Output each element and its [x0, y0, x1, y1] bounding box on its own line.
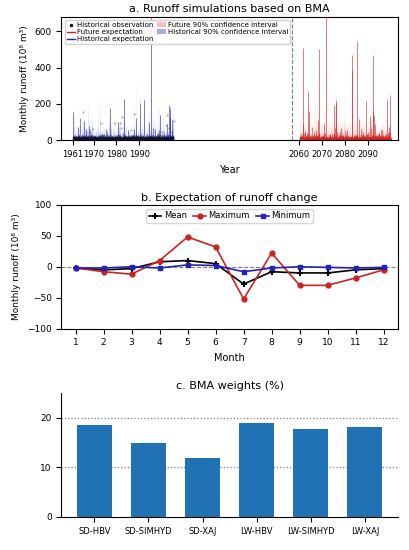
- Minimum: [380, 264, 385, 271]
- Maximum: [352, 274, 357, 281]
- Maximum: [297, 282, 301, 289]
- Minimum: [268, 265, 273, 271]
- Maximum: [157, 257, 162, 264]
- Minimum: [129, 263, 134, 270]
- Mean: [213, 260, 218, 267]
- Minimum: [157, 265, 162, 271]
- Minimum: [213, 262, 218, 269]
- Minimum: [297, 263, 301, 270]
- Maximum: [380, 267, 385, 273]
- Maximum: [101, 268, 106, 275]
- Title: b. Expectation of runoff change: b. Expectation of runoff change: [141, 192, 317, 202]
- Bar: [346, 427, 382, 517]
- Mean: [73, 265, 78, 271]
- Mean: [101, 267, 106, 273]
- Line: Minimum: Minimum: [73, 262, 385, 274]
- Mean: [380, 265, 385, 272]
- Minimum: [101, 265, 106, 271]
- Bar: [238, 423, 274, 517]
- X-axis label: Month: Month: [213, 353, 245, 363]
- Mean: [297, 270, 301, 276]
- Maximum: [184, 234, 189, 240]
- Bar: [130, 443, 166, 517]
- Minimum: [73, 265, 78, 271]
- Mean: [184, 257, 189, 264]
- Legend: Mean, Maximum, Minimum: Mean, Maximum, Minimum: [146, 209, 312, 223]
- X-axis label: Year: Year: [219, 164, 239, 175]
- Title: a. Runoff simulations based on BMA: a. Runoff simulations based on BMA: [129, 4, 329, 14]
- Mean: [352, 267, 357, 273]
- Mean: [240, 281, 245, 288]
- Y-axis label: Monthly runoff (10⁸ m³): Monthly runoff (10⁸ m³): [12, 213, 21, 320]
- Maximum: [129, 271, 134, 278]
- Minimum: [184, 262, 189, 268]
- Line: Maximum: Maximum: [73, 235, 385, 301]
- Maximum: [268, 250, 273, 256]
- Maximum: [73, 265, 78, 271]
- Minimum: [324, 264, 329, 271]
- Maximum: [324, 282, 329, 289]
- Line: Mean: Mean: [72, 257, 386, 288]
- Mean: [157, 258, 162, 265]
- Mean: [268, 268, 273, 275]
- Mean: [129, 265, 134, 272]
- Maximum: [240, 296, 245, 303]
- Bar: [76, 425, 112, 517]
- Title: c. BMA weights (%): c. BMA weights (%): [175, 381, 283, 391]
- Minimum: [352, 265, 357, 271]
- Bar: [292, 429, 328, 517]
- Legend: Historical observation, Future expectation, Historical expectation, Future 90% c: Historical observation, Future expectati…: [65, 20, 290, 44]
- Y-axis label: Monthly runoff (10⁸ m³): Monthly runoff (10⁸ m³): [20, 25, 29, 132]
- Minimum: [240, 268, 245, 275]
- Mean: [324, 270, 329, 276]
- Bar: [184, 458, 220, 517]
- Maximum: [213, 244, 218, 250]
